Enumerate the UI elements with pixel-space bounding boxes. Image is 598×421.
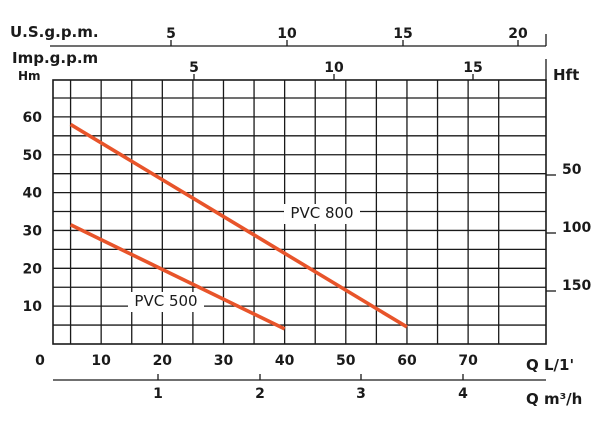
series-line-pvc-800 [69, 122, 408, 329]
x-tick-label: 30 [214, 353, 234, 369]
series-label-bg [128, 292, 204, 312]
x-tick-label: 10 [91, 353, 111, 369]
usgpm-axis-label: U.S.g.p.m. [10, 23, 99, 41]
x-tick-label: 70 [458, 353, 478, 369]
impgpm-axis-label: Imp.g.p.m [12, 49, 98, 67]
y-tick-label: 40 [23, 186, 43, 202]
x-tick-label: 50 [336, 353, 356, 369]
x-axis-label-m3h: Q m³/h [526, 390, 582, 408]
usgpm-tick-label: 10 [277, 26, 297, 42]
y-tick-label: 10 [23, 299, 43, 315]
y-tick-label: 60 [23, 110, 43, 126]
usgpm-tick-label: 15 [393, 26, 412, 42]
m3h-tick-label: 1 [153, 386, 163, 402]
series-line-pvc-500 [69, 223, 286, 331]
m3h-tick-label: 4 [458, 386, 468, 402]
chart-labels: 10 20 30 40 50 60 Hm 50 100 150 Hft 0 10 20 30 40 50 60 70… [10, 23, 591, 408]
x-tick-label: 20 [153, 353, 173, 369]
y-tick-label: 20 [23, 261, 43, 277]
impgpm-tick-label: 15 [463, 60, 482, 76]
x-axis-label-lpm: Q L/1' [526, 356, 574, 374]
y-axis-label-hm: Hm [18, 69, 41, 83]
y-tick-label: 30 [23, 223, 43, 239]
x-tick-label: 0 [35, 353, 45, 369]
series-label-bg [284, 204, 360, 224]
usgpm-tick-label: 20 [508, 26, 528, 42]
impgpm-tick-label: 5 [189, 60, 199, 76]
x-tick-label: 40 [275, 353, 295, 369]
series-label: PVC 800 [290, 204, 353, 222]
y-axis-label-hft: Hft [553, 66, 579, 84]
hft-tick-label: 150 [562, 278, 591, 294]
hft-tick-label: 100 [562, 220, 591, 236]
x-tick-label: 60 [397, 353, 417, 369]
y-tick-label: 50 [23, 148, 43, 164]
m3h-tick-label: 2 [255, 386, 265, 402]
hft-tick-label: 50 [562, 162, 582, 178]
chart-curves: PVC 800 PVC 500 [69, 122, 408, 331]
series-label: PVC 500 [134, 292, 197, 310]
usgpm-tick-label: 5 [166, 26, 176, 42]
impgpm-tick-label: 10 [324, 60, 344, 76]
m3h-tick-label: 3 [356, 386, 366, 402]
